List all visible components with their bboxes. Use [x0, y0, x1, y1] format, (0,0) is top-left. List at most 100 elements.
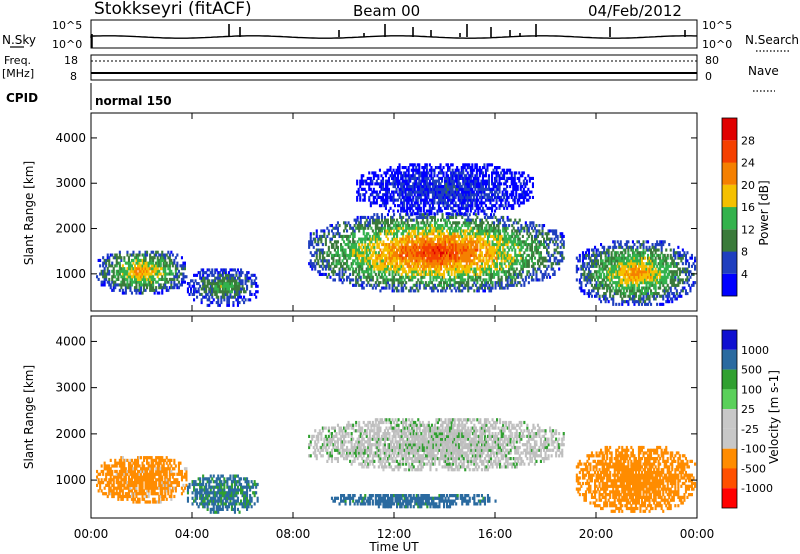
- heatmap-cell: [529, 256, 532, 260]
- heatmap-cell: [356, 259, 359, 263]
- heatmap-cell: [506, 286, 509, 290]
- heatmap-cell: [223, 271, 226, 275]
- heatmap-cell: [450, 179, 453, 183]
- heatmap-cell: [336, 245, 339, 249]
- heatmap-cell: [194, 287, 197, 291]
- heatmap-cell: [508, 234, 511, 238]
- heatmap-cell: [164, 275, 167, 279]
- heatmap-cell: [448, 179, 451, 183]
- heatmap-cell: [373, 270, 376, 274]
- heatmap-cell: [535, 275, 538, 279]
- heatmap-cell: [188, 284, 191, 288]
- heatmap-cell: [150, 280, 153, 284]
- heatmap-cell: [220, 295, 223, 299]
- heatmap-cell: [353, 218, 356, 222]
- heatmap-cell: [425, 179, 428, 183]
- heatmap-cell: [538, 232, 541, 236]
- heatmap-cell: [385, 234, 388, 238]
- heatmap-cell: [168, 269, 171, 273]
- heatmap-cell: [452, 262, 455, 266]
- heatmap-cell: [373, 221, 376, 225]
- heatmap-cell: [464, 264, 467, 268]
- heatmap-cell: [508, 262, 511, 266]
- heatmap-cell: [600, 259, 603, 263]
- heatmap-cell: [397, 283, 400, 287]
- heatmap-cell: [320, 248, 323, 252]
- heatmap-cell: [203, 279, 206, 283]
- heatmap-cell: [468, 185, 471, 189]
- heatmap-cell: [450, 283, 453, 287]
- heatmap-cell: [443, 232, 446, 236]
- heatmap-cell: [309, 251, 312, 255]
- heatmap-cell: [451, 193, 454, 197]
- heatmap-cell: [149, 286, 152, 290]
- heatmap-cell: [493, 253, 496, 257]
- heatmap-cell: [232, 287, 235, 291]
- heatmap-cell: [488, 264, 491, 268]
- heatmap-cell: [138, 258, 141, 262]
- heatmap-cell: [333, 248, 336, 252]
- heatmap-cell: [241, 287, 244, 291]
- heatmap-cell: [124, 269, 127, 273]
- heatmap-cell: [532, 264, 535, 268]
- heatmap-cell: [490, 272, 493, 276]
- heatmap-cell: [509, 176, 512, 180]
- heatmap-cell: [358, 229, 361, 233]
- heatmap-cell: [594, 245, 597, 249]
- heatmap-cell: [421, 267, 424, 271]
- heatmap-cell: [522, 182, 525, 186]
- heatmap-cell: [393, 251, 396, 255]
- heatmap-cell: [333, 253, 336, 257]
- heatmap-cell: [450, 232, 453, 236]
- heatmap-cell: [443, 286, 446, 290]
- heatmap-cell: [370, 248, 373, 252]
- heatmap-cell: [421, 166, 424, 170]
- heatmap-cell: [450, 264, 453, 268]
- heatmap-cell: [600, 262, 603, 266]
- heatmap-cell: [380, 174, 383, 178]
- heatmap-cell: [477, 168, 480, 172]
- heatmap-cell: [232, 273, 235, 277]
- heatmap-cell: [176, 264, 179, 268]
- heatmap-cell: [515, 234, 518, 238]
- heatmap-cell: [459, 229, 462, 233]
- heatmap-cell: [422, 171, 425, 175]
- heatmap-cell: [336, 248, 339, 252]
- heatmap-cell: [385, 264, 388, 268]
- heatmap-cell: [238, 287, 241, 291]
- heatmap-cell: [469, 179, 472, 183]
- heatmap-cell: [456, 166, 459, 170]
- heatmap-cell: [150, 275, 153, 279]
- heatmap-cell: [430, 174, 433, 178]
- heatmap-cell: [137, 275, 140, 279]
- heatmap-cell: [409, 267, 412, 271]
- heatmap-cell: [492, 168, 495, 172]
- heatmap-cell: [491, 176, 494, 180]
- heatmap-cell: [457, 204, 460, 208]
- heatmap-cell: [341, 281, 344, 285]
- heatmap-cell: [135, 280, 138, 284]
- heatmap-cell: [400, 286, 403, 290]
- heatmap-cell: [553, 237, 556, 241]
- heatmap-cell: [379, 226, 382, 230]
- heatmap-cell: [229, 282, 232, 286]
- heatmap-cell: [218, 273, 221, 277]
- heatmap-cell: [414, 283, 417, 287]
- heatmap-cell: [462, 193, 465, 197]
- heatmap-cell: [356, 182, 359, 186]
- heatmap-cell: [409, 286, 412, 290]
- heatmap-cell: [460, 166, 463, 170]
- heatmap-cell: [488, 256, 491, 260]
- heatmap-cell: [117, 275, 120, 279]
- heatmap-cell: [385, 243, 388, 247]
- heatmap-cell: [594, 253, 597, 257]
- heatmap-cell: [364, 275, 367, 279]
- heatmap-cell: [433, 253, 436, 257]
- heatmap-cell: [505, 283, 508, 287]
- heatmap-cell: [203, 287, 206, 291]
- heatmap-cell: [502, 218, 505, 222]
- heatmap-cell: [447, 201, 450, 205]
- heatmap-cell: [343, 262, 346, 266]
- heatmap-cell: [238, 282, 241, 286]
- heatmap-cell: [504, 204, 507, 208]
